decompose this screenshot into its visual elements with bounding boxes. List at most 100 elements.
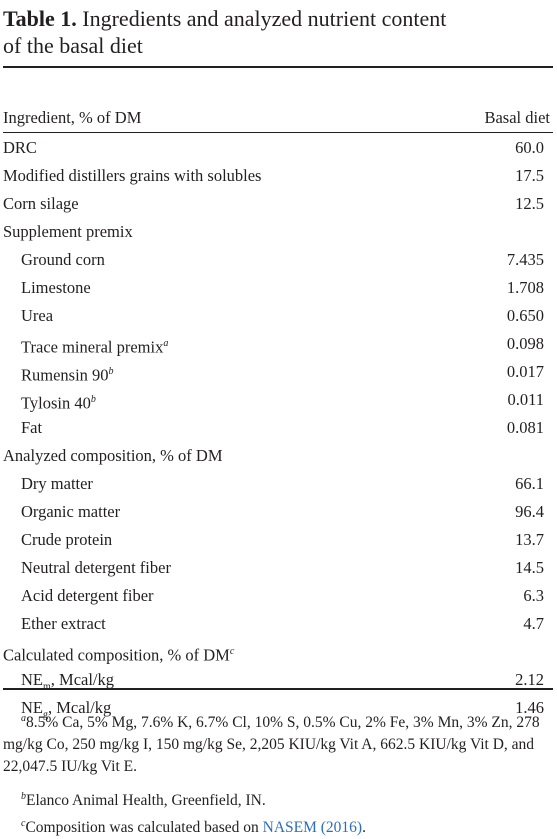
row-label-text: DRC bbox=[3, 138, 37, 157]
table-row: Ground corn 7.435 bbox=[3, 246, 553, 274]
table-row: Calculated composition, % of DMc bbox=[3, 638, 553, 666]
table-row: Tylosin 40b 0.011 bbox=[3, 386, 553, 414]
header-basal-diet: Basal diet bbox=[484, 108, 550, 127]
row-label-footnote-mark: b bbox=[108, 366, 114, 377]
top-rule bbox=[3, 66, 553, 68]
row-label-text: Supplement premix bbox=[3, 222, 133, 241]
table-row: Supplement premix bbox=[3, 218, 553, 246]
row-label: DRC bbox=[3, 134, 37, 162]
row-value: 2.12 bbox=[515, 670, 544, 689]
row-label-subscript: g bbox=[43, 709, 48, 721]
table-row: Ether extract 4.7 bbox=[3, 610, 553, 638]
row-label-footnote-mark: a bbox=[163, 338, 169, 349]
row-label: Analyzed composition, % of DM bbox=[3, 442, 223, 470]
row-label: Trace mineral premixa bbox=[21, 330, 168, 362]
row-label-subscript: m bbox=[43, 681, 51, 693]
table-label: Table 1. bbox=[3, 6, 77, 31]
row-label: NEg, Mcal/kg bbox=[21, 694, 111, 729]
table-row: Analyzed composition, % of DM bbox=[3, 442, 553, 470]
table-row: Limestone 1.708 bbox=[3, 274, 553, 302]
footnote-c-mark: c bbox=[21, 818, 26, 829]
row-value: 0.011 bbox=[507, 390, 544, 409]
row-label-suffix: , Mcal/kg bbox=[50, 670, 115, 689]
row-label-text: Organic matter bbox=[21, 502, 121, 521]
row-label: Dry matter bbox=[21, 470, 93, 498]
row-label-text: Fat bbox=[21, 418, 43, 437]
nasem-reference-link[interactable]: NASEM (2016) bbox=[262, 819, 363, 837]
row-label-text: Urea bbox=[21, 306, 54, 325]
row-value: 0.017 bbox=[506, 362, 544, 381]
row-label-footnote-mark: b bbox=[90, 394, 96, 405]
bottom-rule bbox=[3, 688, 553, 690]
row-value: 7.435 bbox=[506, 250, 544, 269]
row-label-footnote-mark: c bbox=[229, 646, 235, 657]
row-label-text: Trace mineral premix bbox=[21, 337, 164, 357]
row-value: 4.7 bbox=[523, 614, 544, 633]
row-value: 60.0 bbox=[515, 138, 544, 157]
table-row: Fat 0.081 bbox=[3, 414, 553, 442]
row-label: Fat bbox=[21, 414, 42, 442]
row-label-text: NE bbox=[21, 670, 43, 689]
row-value: 17.5 bbox=[515, 166, 544, 185]
table-row: Modified distillers grains with solubles… bbox=[3, 162, 553, 190]
footnote-b-mark: b bbox=[21, 791, 26, 802]
row-label: Urea bbox=[21, 302, 53, 330]
row-value: 0.098 bbox=[506, 334, 544, 353]
row-label: Supplement premix bbox=[3, 218, 133, 246]
row-label-text: Ether extract bbox=[21, 614, 106, 633]
footnote-a-text: 8.5% Ca, 5% Mg, 7.6% K, 6.7% Cl, 10% S, … bbox=[3, 714, 540, 776]
header-row: Ingredient, % of DM Basal diet bbox=[3, 104, 553, 132]
table-row: DRC 60.0 bbox=[3, 134, 553, 162]
row-label-text: Rumensin 90 bbox=[21, 365, 109, 385]
row-value: 1.708 bbox=[506, 278, 544, 297]
row-label: Calculated composition, % of DMc bbox=[3, 638, 234, 670]
footnote-c-end: . bbox=[362, 819, 366, 837]
row-label-text: Analyzed composition, % of DM bbox=[3, 446, 223, 465]
table-row: NEg, Mcal/kg 1.46 bbox=[3, 694, 553, 722]
row-label: NEm, Mcal/kg bbox=[21, 666, 114, 701]
row-label: Limestone bbox=[21, 274, 91, 302]
row-label: Neutral detergent fiber bbox=[21, 554, 171, 582]
row-label: Acid detergent fiber bbox=[21, 582, 154, 610]
row-label-text: Tylosin 40 bbox=[21, 393, 91, 413]
row-label-text: Limestone bbox=[21, 278, 91, 297]
header-ingredient: Ingredient, % of DM bbox=[3, 108, 142, 127]
table-row: Trace mineral premixa 0.098 bbox=[3, 330, 553, 358]
row-label-suffix: , Mcal/kg bbox=[48, 698, 112, 717]
row-label-text: Neutral detergent fiber bbox=[21, 558, 171, 577]
table-row: Neutral detergent fiber 14.5 bbox=[3, 554, 553, 582]
table-row: Rumensin 90b 0.017 bbox=[3, 358, 553, 386]
row-label-text: NE bbox=[21, 698, 43, 717]
row-value: 0.081 bbox=[506, 418, 544, 437]
row-label: Tylosin 40b bbox=[21, 386, 96, 418]
row-value: 1.46 bbox=[515, 698, 544, 717]
row-label-text: Corn silage bbox=[3, 194, 79, 213]
row-label: Crude protein bbox=[21, 526, 112, 554]
table-row: Urea 0.650 bbox=[3, 302, 553, 330]
table-row: Crude protein 13.7 bbox=[3, 526, 553, 554]
table-row: Dry matter 66.1 bbox=[3, 470, 553, 498]
table-row: Corn silage 12.5 bbox=[3, 190, 553, 218]
row-label-text: Modified distillers grains with solubles bbox=[3, 166, 262, 185]
row-label: Ether extract bbox=[21, 610, 106, 638]
row-value: 96.4 bbox=[515, 502, 544, 521]
header-rule bbox=[3, 132, 553, 133]
row-value: 12.5 bbox=[515, 194, 544, 213]
row-label-text: Acid detergent fiber bbox=[21, 586, 154, 605]
row-value: 0.650 bbox=[506, 306, 544, 325]
footnote-a: a8.5% Ca, 5% Mg, 7.6% K, 6.7% Cl, 10% S,… bbox=[3, 708, 553, 778]
row-value: 66.1 bbox=[515, 474, 544, 493]
table-title-line2: of the basal diet bbox=[3, 33, 143, 58]
table-title-line1: Ingredients and analyzed nutrient conten… bbox=[82, 6, 447, 31]
table-row: NEm, Mcal/kg 2.12 bbox=[3, 666, 553, 694]
row-label-text: Crude protein bbox=[21, 530, 113, 549]
footnote-c: cComposition was calculated based on NAS… bbox=[3, 813, 553, 839]
row-label: Modified distillers grains with solubles bbox=[3, 162, 261, 190]
row-label: Corn silage bbox=[3, 190, 79, 218]
row-label-text: Dry matter bbox=[21, 474, 93, 493]
row-label: Organic matter bbox=[21, 498, 120, 526]
footnote-a-mark: a bbox=[21, 713, 26, 724]
table-row: Acid detergent fiber 6.3 bbox=[3, 582, 553, 610]
table-row: Organic matter 96.4 bbox=[3, 498, 553, 526]
row-label-text: Calculated composition, % of DM bbox=[3, 645, 230, 665]
